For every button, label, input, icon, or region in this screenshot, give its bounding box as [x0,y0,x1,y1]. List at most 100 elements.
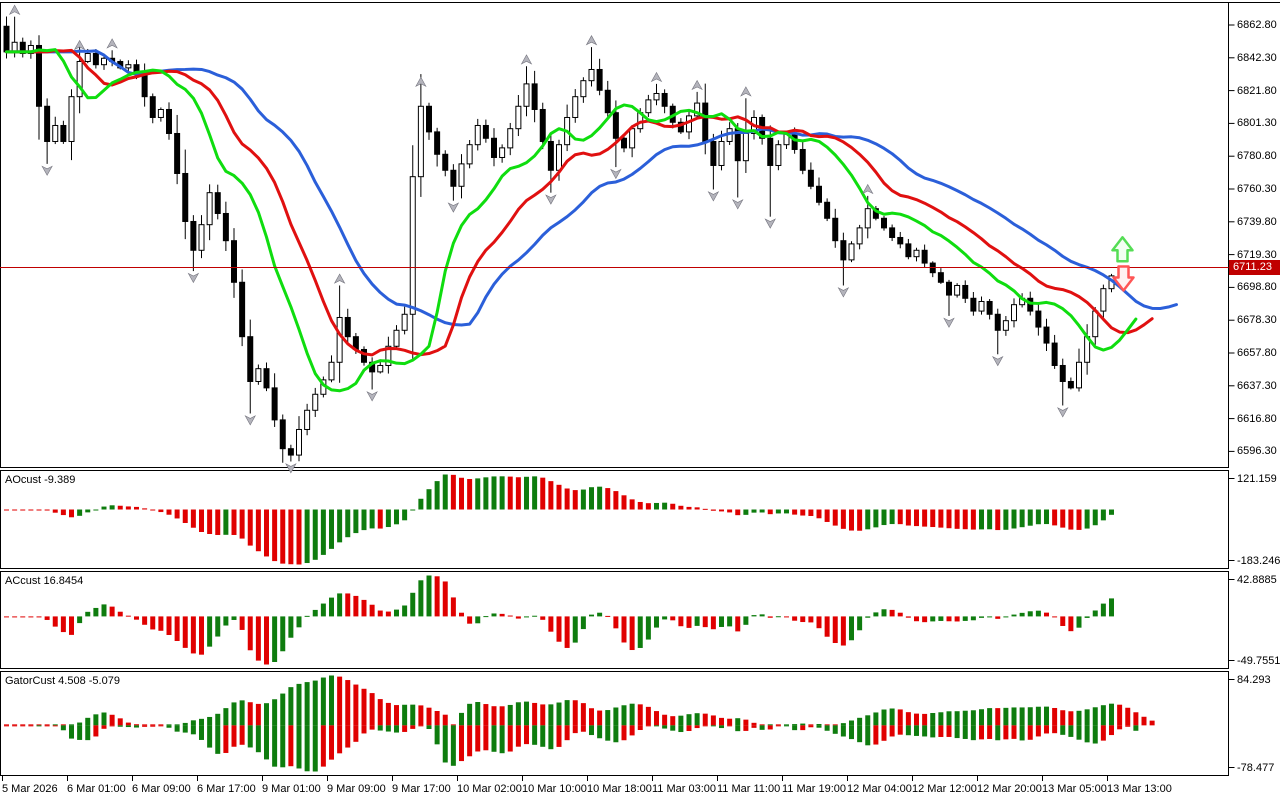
gator-upper-bar [60,724,66,726]
gator-upper-bar [987,708,993,726]
candle-body [523,83,530,107]
gator-upper-bar [524,701,529,726]
gator-upper-bar [215,713,221,726]
histogram-bar [134,616,139,620]
gator-upper-bar [654,711,659,726]
histogram-bar [312,509,318,560]
gator-lower-bar [808,725,814,728]
gator-lower-bar [467,725,473,757]
gator-lower-bar [873,725,879,745]
histogram-bar [946,616,952,622]
gator-lower-bar [1125,725,1131,727]
gator-lower-bar [800,725,806,731]
histogram-bar [69,509,74,518]
candle-body [946,281,952,296]
indicator-label-accust: ACcust 16.8454 [5,575,84,587]
candle-body [661,92,668,107]
gator-lower-bar [1035,725,1041,737]
histogram-bar [808,616,814,623]
histogram-bar [987,616,993,618]
candle-body [442,153,449,171]
candle-body [742,132,749,162]
candle-body [68,96,75,142]
gator-upper-bar [1125,707,1131,726]
gator-lower-bar [345,725,351,748]
gator-lower-bar [44,725,50,727]
histogram-bar [272,616,278,662]
gator-lower-bar [459,725,464,762]
histogram-bar [922,616,928,623]
histogram-bar [580,489,586,510]
gator-upper-bar [1092,707,1098,726]
gator-upper-bar [272,699,278,726]
gator-lower-bar [255,725,261,753]
gator-upper-bar [207,716,213,726]
fractal-up-icon [585,35,598,46]
gator-upper-bar [264,703,269,726]
alligator-line [5,48,1138,393]
histogram-bar [881,509,887,526]
histogram-bar [166,509,172,515]
gator-lower-bar [572,725,578,734]
histogram-bar [759,509,765,513]
histogram-bar [719,509,724,512]
histogram-bar [654,502,659,510]
gator-upper-bar [239,700,245,726]
histogram-bar [548,481,554,510]
gator-upper-bar [637,704,643,726]
gator-lower-bar [385,725,391,732]
time-label: 6 Mar 17:00 [197,783,256,795]
gator-lower-bar [483,725,489,751]
candle-body [19,41,26,54]
gator-lower-bar [1019,725,1025,741]
histogram-bar [320,603,326,617]
gator-upper-bar [597,710,603,726]
gator-lower-bar [296,725,302,769]
gator-upper-bar [564,700,570,726]
histogram-bar [694,616,700,626]
candle-body [824,201,831,219]
histogram-bar [1052,616,1058,618]
candle-body [588,68,595,82]
histogram-bar [434,576,440,617]
histogram-bar [645,616,651,640]
histogram-bar [255,509,261,552]
candle-body [710,140,717,166]
histogram-bar [1044,509,1049,525]
price-tick-label: 6821.80 [1237,84,1277,97]
gator-lower-bar [930,725,936,738]
histogram-bar [377,610,383,617]
gator-lower-bar [922,725,928,737]
gator-upper-bar [4,724,9,726]
gator-lower-bar [4,725,9,727]
histogram-bar [556,616,562,642]
gator-lower-bar [28,725,34,727]
gator-upper-bar [702,713,708,726]
candle-body [572,96,579,118]
candle-body [409,176,416,315]
gator-upper-bar [329,675,334,726]
histogram-bar [142,508,148,510]
gator-lower-bar [223,725,229,753]
histogram-bar [930,616,936,622]
histogram-bar [385,611,391,617]
histogram-bar [60,616,66,633]
candle-body [1035,310,1042,328]
histogram-bar [816,616,822,629]
histogram-bar [670,503,676,510]
histogram-bar [1084,509,1090,529]
price-tick-label: 6801.30 [1237,117,1277,130]
candle-body [84,52,91,62]
gator-upper-bar [247,702,253,726]
gator-lower-bar [914,725,919,736]
histogram-bar [442,474,448,510]
gator-upper-bar [174,724,180,726]
histogram-bar [1092,509,1098,526]
histogram-bar [4,509,9,511]
time-label: 13 Mar 13:00 [1107,783,1172,795]
histogram-bar [524,616,529,618]
gator-lower-bar [816,725,822,728]
histogram-bar [832,616,838,644]
